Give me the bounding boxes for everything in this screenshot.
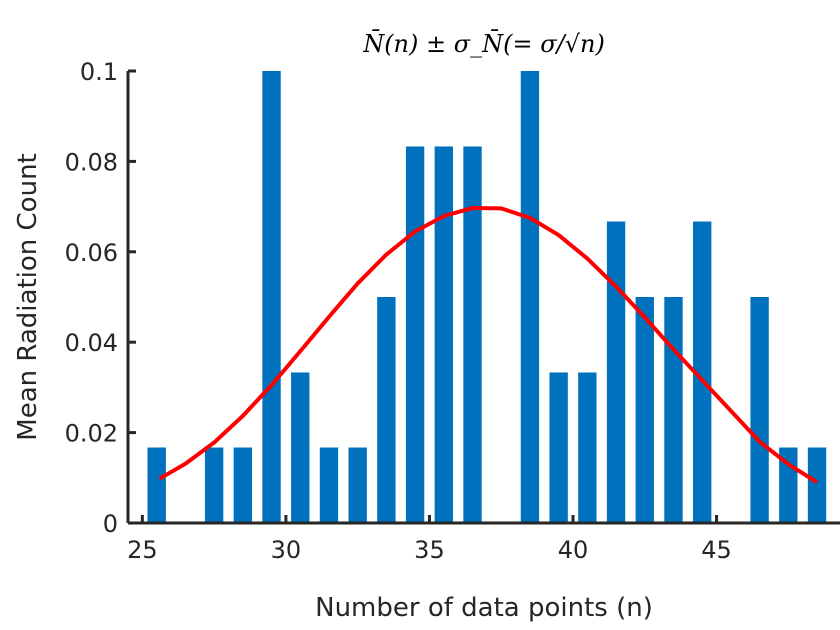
bar-36.5: [463, 146, 482, 524]
x-tick-label-45: 45: [701, 536, 732, 564]
x-tick-label-30: 30: [271, 536, 302, 564]
y-tick-label-0.06: 0.06: [65, 239, 118, 267]
bar-44.5: [693, 221, 712, 523]
bar-27.5: [204, 447, 224, 523]
bars-layer: [147, 71, 827, 524]
y-tick-label-0.02: 0.02: [65, 420, 118, 448]
bar-43.5: [664, 297, 683, 523]
bar-25.5: [147, 447, 166, 523]
bar-32.5: [348, 447, 367, 523]
x-axis-label: Number of data points (n): [315, 593, 653, 623]
curve-layer: [158, 205, 819, 485]
axes-layer: [126, 71, 840, 525]
y-tick-label-0.1: 0.1: [80, 58, 118, 86]
x-tick-label-40: 40: [558, 536, 589, 564]
bar-35.5: [434, 146, 453, 524]
bar-30.5: [291, 372, 310, 523]
bar-39.5: [549, 372, 568, 523]
bar-31.5: [319, 447, 339, 523]
bar-38.5: [520, 71, 540, 523]
bar-41.5: [606, 221, 626, 523]
ticks-layer: 25 30 35 40 45 0 0.02 0.04 0.06 0.08 0.1: [65, 58, 732, 564]
y-axis-label: Mean Radiation Count: [13, 153, 43, 440]
bar-46.5: [750, 297, 769, 523]
bar-33.5: [377, 297, 396, 523]
y-tick-label-0.08: 0.08: [65, 148, 118, 176]
bar-29.5: [262, 71, 281, 523]
x-tick-label-35: 35: [414, 536, 445, 564]
bar-40.5: [578, 372, 597, 523]
y-tick-label-0: 0: [103, 510, 118, 538]
y-tick-label-0.04: 0.04: [65, 329, 118, 357]
chart-title: N̄(n) ± σ_N̄(= σ/√n): [362, 30, 605, 58]
bar-48.5: [807, 447, 827, 523]
fit-curve: [158, 205, 819, 485]
bar-34.5: [405, 146, 425, 524]
bar-42.5: [635, 297, 654, 523]
x-tick-label-25: 25: [127, 536, 158, 564]
bar-28.5: [233, 447, 253, 523]
